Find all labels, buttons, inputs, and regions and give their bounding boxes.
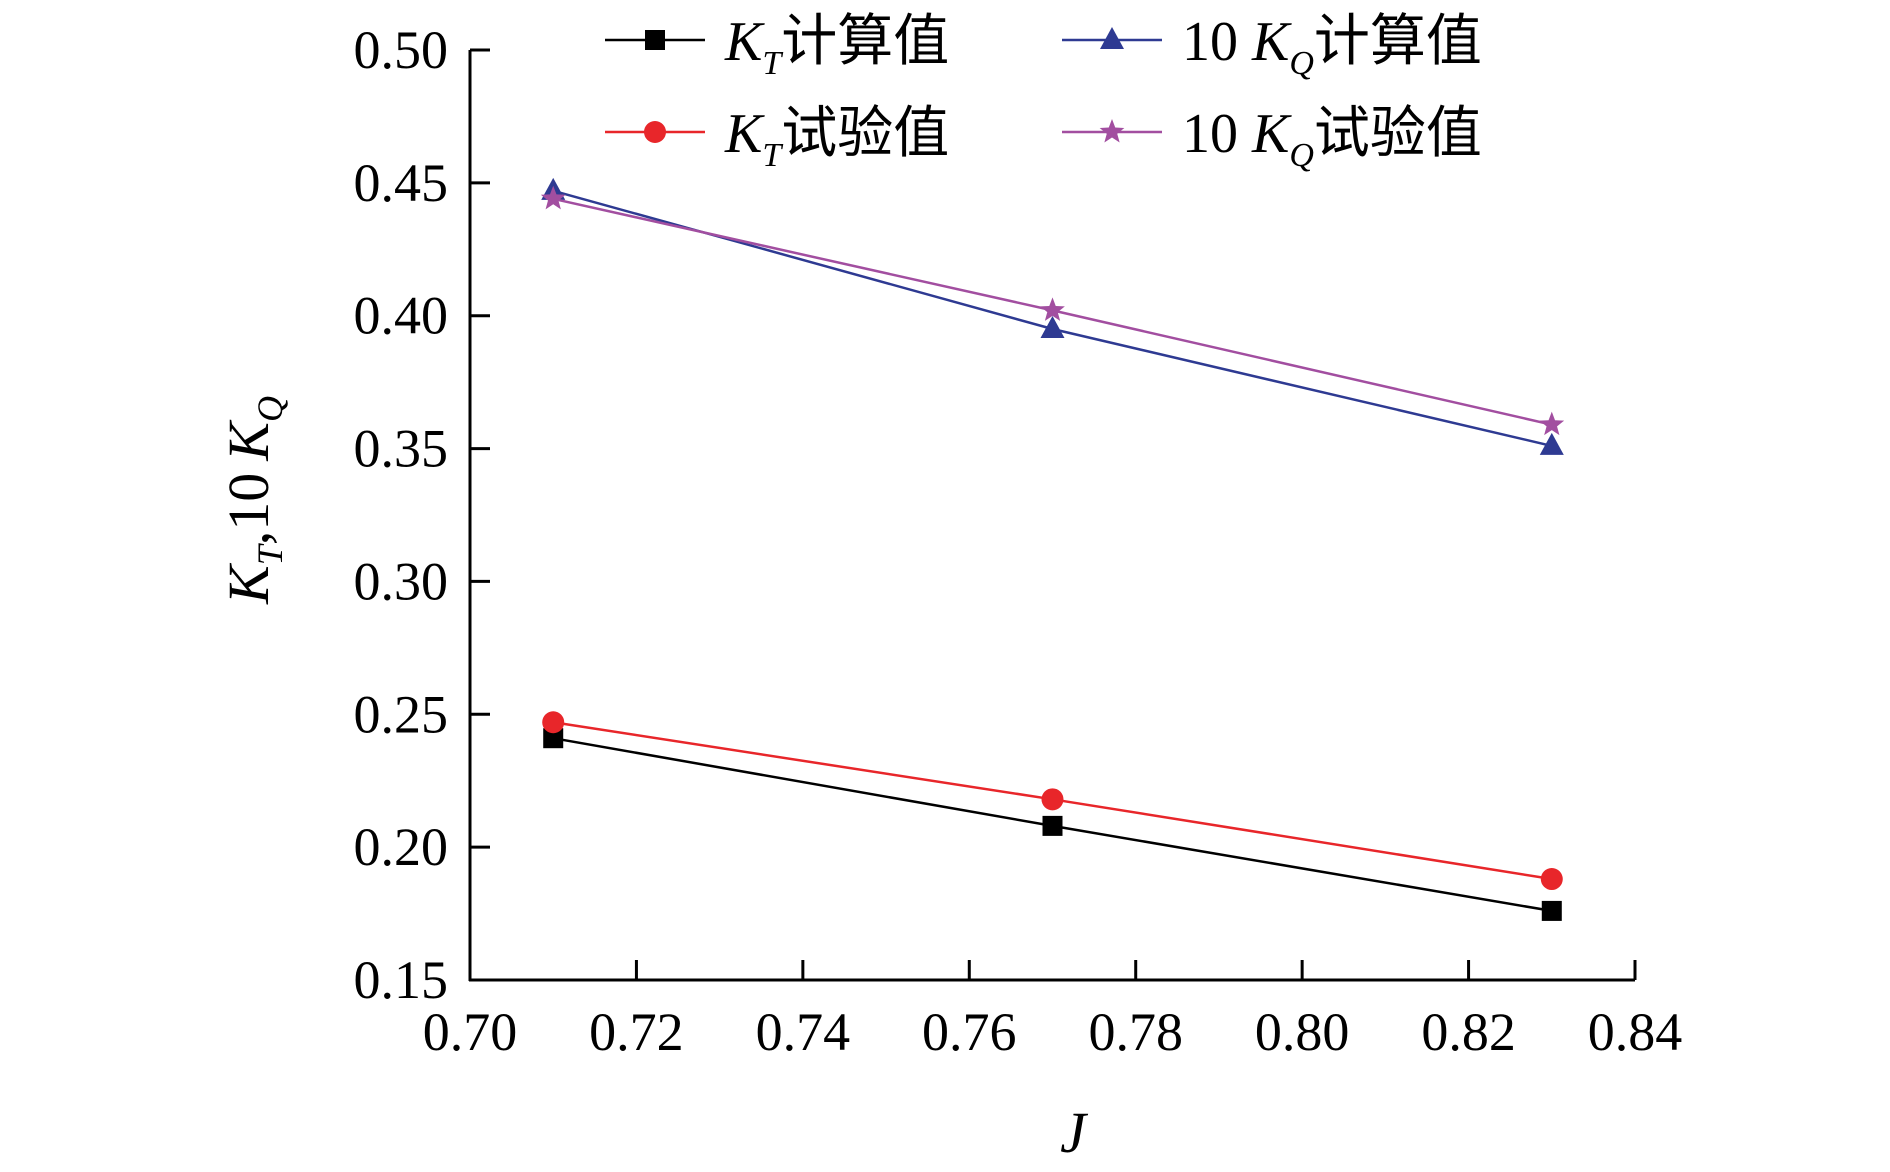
legend-label-part: 计算值 bbox=[1314, 11, 1482, 73]
x-axis-ticks: 0.70 0.72 0.74 0.76 0.78 0.80 0.82 0.84 bbox=[423, 960, 1683, 1062]
legend-label: KT计算值 bbox=[724, 11, 949, 82]
legend-label-part: 试验值 bbox=[781, 103, 949, 165]
y-axis-ticks: 0.15 0.20 0.25 0.30 0.35 0.40 0.45 0.50 bbox=[354, 20, 490, 1010]
legend-item-kt-calc: KT计算值 bbox=[605, 11, 949, 82]
y-tick-label: 0.20 bbox=[354, 817, 449, 877]
legend-label-part: 10 bbox=[1182, 11, 1252, 73]
legend-label-part: K bbox=[724, 11, 765, 73]
y-tick-label: 0.25 bbox=[354, 684, 449, 744]
legend-label-part: 试验值 bbox=[1314, 103, 1482, 165]
data-point-kq-test bbox=[1539, 411, 1565, 436]
y-tick-label: 0.15 bbox=[354, 950, 449, 1010]
legend-label-part: 计算值 bbox=[781, 11, 949, 73]
data-point-kt-test bbox=[1041, 788, 1064, 811]
data-point-kt-calc bbox=[1042, 815, 1063, 836]
y-label-sub-q: Q bbox=[250, 396, 290, 422]
legend-label: 10 KQ计算值 bbox=[1182, 11, 1482, 82]
series-kt-test bbox=[542, 711, 1563, 891]
series-kt-calc bbox=[543, 728, 1562, 921]
y-label-ten: 10 bbox=[216, 473, 281, 531]
y-axis-label: KT,10KQ bbox=[216, 396, 290, 605]
legend-label: 10 KQ试验值 bbox=[1182, 103, 1482, 174]
data-point-kq-test bbox=[540, 185, 566, 210]
x-tick-label: 0.84 bbox=[1588, 1002, 1683, 1062]
y-label-separator: , bbox=[216, 531, 281, 546]
legend-label-part: K bbox=[1251, 103, 1292, 165]
x-tick-label: 0.82 bbox=[1421, 1002, 1516, 1062]
data-point-kt-test bbox=[542, 711, 565, 734]
series-kq-test bbox=[540, 185, 1565, 436]
x-tick-label: 0.70 bbox=[423, 1002, 518, 1062]
legend-item-kq-test: 10 KQ试验值 bbox=[1062, 103, 1482, 174]
legend-label-part: Q bbox=[1289, 45, 1314, 82]
x-axis-label: J bbox=[1060, 1100, 1089, 1165]
legend-label-part: 10 bbox=[1182, 103, 1252, 165]
data-point-kq-calc bbox=[1040, 316, 1065, 338]
legend-label-part: K bbox=[724, 103, 765, 165]
x-tick-label: 0.80 bbox=[1255, 1002, 1350, 1062]
legend-marker-kt-calc bbox=[645, 30, 665, 50]
series-layer bbox=[540, 177, 1565, 921]
series-kq-calc bbox=[541, 177, 1564, 455]
y-tick-label: 0.40 bbox=[354, 286, 449, 346]
x-tick-label: 0.78 bbox=[1088, 1002, 1183, 1062]
legend-item-kt-test: KT试验值 bbox=[605, 103, 949, 174]
data-point-kt-calc bbox=[543, 728, 564, 749]
y-tick-label: 0.45 bbox=[354, 153, 449, 213]
axes bbox=[468, 50, 1635, 982]
legend-label-part: T bbox=[762, 45, 783, 82]
y-label-k: K bbox=[216, 562, 281, 605]
data-point-kq-test bbox=[1040, 297, 1065, 321]
y-label-k2: K bbox=[216, 419, 281, 462]
y-tick-label: 0.30 bbox=[354, 551, 449, 611]
y-tick-label: 0.50 bbox=[354, 20, 449, 80]
legend-marker-kq-calc bbox=[1100, 27, 1124, 49]
data-point-kq-calc bbox=[1539, 432, 1564, 455]
x-tick-label: 0.72 bbox=[589, 1002, 684, 1062]
legend-label-part: T bbox=[762, 137, 783, 174]
legend-label: KT试验值 bbox=[724, 103, 949, 174]
x-tick-label: 0.76 bbox=[922, 1002, 1017, 1062]
legend-label-part: Q bbox=[1289, 137, 1314, 174]
y-label-sub-t: T bbox=[250, 542, 290, 565]
y-tick-label: 0.35 bbox=[354, 419, 449, 479]
legend-label-part: K bbox=[1251, 11, 1292, 73]
legend-marker-kq-test bbox=[1099, 119, 1125, 143]
legend-item-kq-calc: 10 KQ计算值 bbox=[1062, 11, 1482, 82]
data-point-kt-test bbox=[1540, 868, 1563, 891]
data-point-kt-calc bbox=[1541, 900, 1562, 921]
x-tick-label: 0.74 bbox=[756, 1002, 851, 1062]
legend-marker-kt-test bbox=[644, 121, 666, 143]
